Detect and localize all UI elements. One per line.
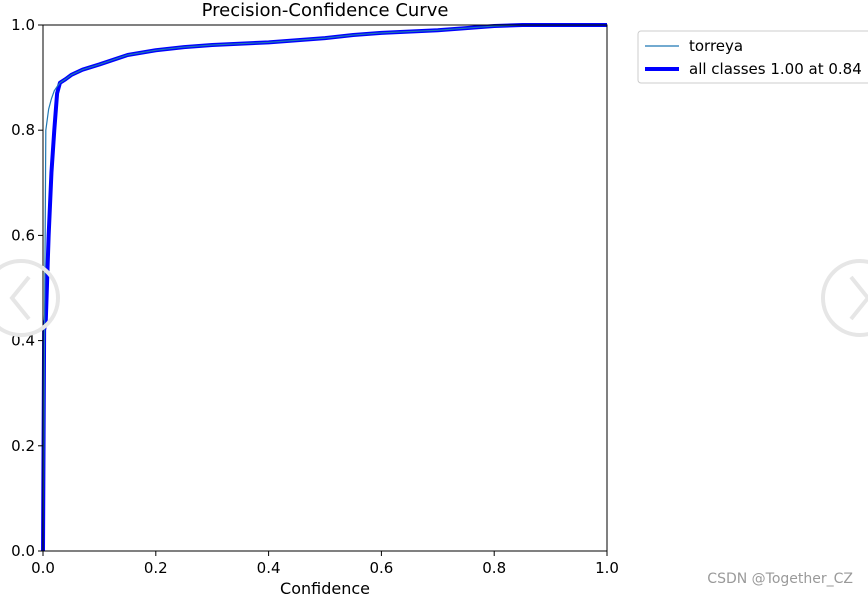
x-axis: 0.0 0.2 0.4 0.6 0.8 1.0 bbox=[31, 551, 619, 577]
legend-label-all-classes: all classes 1.00 at 0.84 bbox=[689, 60, 862, 78]
watermark: CSDN @Together_CZ bbox=[707, 571, 853, 587]
x-tick-label: 0.8 bbox=[482, 559, 506, 577]
series-layer bbox=[41, 23, 607, 552]
x-tick-label: 0.6 bbox=[369, 559, 393, 577]
x-tick-label: 0.2 bbox=[144, 559, 168, 577]
legend: torreya all classes 1.00 at 0.84 bbox=[637, 30, 868, 84]
y-axis: 0.00.20.40.60.81.0 bbox=[11, 16, 43, 560]
x-tick-label: 0.0 bbox=[31, 559, 55, 577]
y-tick-label: 0.6 bbox=[11, 226, 35, 244]
chart-title: Precision-Confidence Curve bbox=[202, 0, 449, 21]
plot-frame bbox=[42, 24, 608, 552]
legend-label-torreya: torreya bbox=[689, 37, 743, 55]
next-image-button[interactable] bbox=[821, 259, 868, 337]
chevron-left-icon bbox=[9, 275, 31, 321]
series-line-torreya bbox=[42, 24, 607, 552]
chevron-right-icon bbox=[849, 275, 868, 321]
legend-box bbox=[637, 30, 868, 84]
x-tick-label: 1.0 bbox=[595, 559, 619, 577]
x-tick-label: 0.4 bbox=[257, 559, 281, 577]
y-tick-label: 0.8 bbox=[11, 121, 35, 139]
previous-image-button[interactable] bbox=[0, 259, 60, 337]
x-axis-title: Confidence bbox=[280, 579, 370, 596]
y-tick-label: 0.0 bbox=[11, 542, 35, 560]
y-tick-label: 1.0 bbox=[11, 16, 35, 34]
y-tick-label: 0.2 bbox=[11, 437, 35, 455]
series-line-all-classes bbox=[41, 23, 607, 552]
